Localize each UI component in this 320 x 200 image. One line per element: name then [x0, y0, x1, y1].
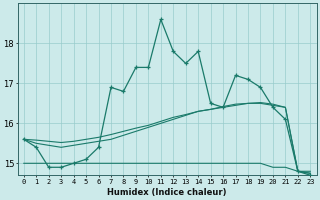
X-axis label: Humidex (Indice chaleur): Humidex (Indice chaleur) [107, 188, 227, 197]
